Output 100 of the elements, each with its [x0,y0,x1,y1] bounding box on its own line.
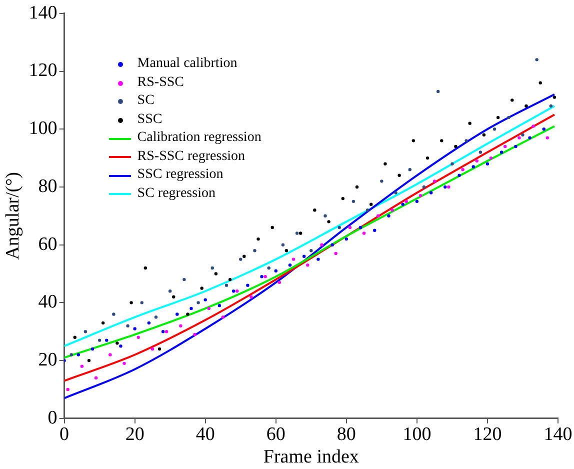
point [218,304,222,308]
point [384,162,387,166]
point [415,200,419,204]
point [306,263,310,267]
point [130,301,133,304]
point [253,249,256,252]
point [133,327,136,330]
point [144,266,148,270]
point [161,330,165,334]
point [207,306,210,310]
point [316,258,320,261]
point [313,208,316,212]
point [475,159,478,163]
point [468,122,472,125]
point [338,226,341,230]
y-tick-label: 20 [38,350,58,371]
point [552,96,556,99]
point [482,133,486,136]
point [432,180,436,183]
y-tick-label: 120 [28,60,58,82]
point [341,196,344,200]
legend-label: RS-SSC [137,74,184,92]
y-axis-title: Angular/(°) [2,172,24,260]
point [228,278,232,282]
point [355,185,359,189]
point [394,191,398,194]
point [200,286,204,290]
point [436,90,440,94]
point [158,347,162,351]
point [70,353,73,356]
point [235,290,239,293]
point [444,185,447,189]
x-tick-label: 20 [125,424,144,445]
legend-label: Manual calibrtion [137,55,238,74]
point [90,347,94,351]
point [412,139,416,142]
x-tick-label: 80 [336,424,356,445]
point [154,316,158,319]
point [447,185,450,189]
point [193,332,196,336]
point [288,263,292,267]
point [87,358,91,362]
point [464,139,468,142]
point [140,301,144,304]
point [136,336,140,339]
point [98,338,102,342]
point [510,98,514,102]
point [546,136,550,140]
point [168,290,172,293]
point [94,376,98,380]
point [246,284,250,287]
point [461,168,464,172]
point [518,136,521,140]
y-tick-label: 140 [28,2,58,24]
point [101,321,105,325]
point [528,136,532,140]
point [112,312,116,316]
point [390,208,394,212]
point [186,312,190,316]
point [164,330,168,334]
point [73,336,76,339]
point [295,232,299,235]
point [492,128,496,131]
point [320,243,324,246]
point [486,162,490,166]
point [450,162,454,166]
point [119,344,122,348]
x-tick-label: 40 [196,424,215,445]
point [232,290,236,293]
legend-label: SSC [137,110,162,129]
point [440,139,444,142]
point [84,330,88,334]
point [538,81,542,84]
point [182,278,186,282]
point [489,156,493,160]
point [250,295,253,298]
point [242,254,246,258]
point [496,116,500,120]
point [292,258,296,261]
point [478,150,482,154]
point [370,202,373,206]
point [122,362,126,366]
point [147,321,151,325]
point [521,133,524,136]
point [204,298,207,302]
point [260,275,264,278]
point [324,214,327,218]
y-tick-label: 80 [38,176,58,197]
point [302,254,306,258]
point [507,116,510,120]
point [352,200,356,204]
point [116,342,119,345]
point [327,220,330,224]
point [256,237,260,241]
point [270,226,274,230]
y-tick-label: 60 [38,234,58,255]
point [404,200,408,204]
point [80,364,84,368]
legend-label: RS-SSC regression [137,148,246,166]
legend-label: SC regression [137,184,216,203]
